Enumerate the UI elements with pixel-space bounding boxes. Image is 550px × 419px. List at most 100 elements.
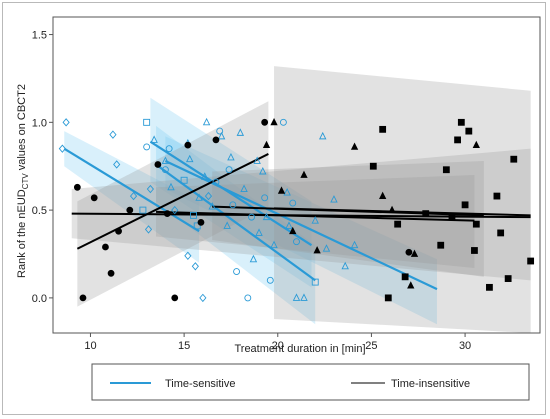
legend-label-time-sensitive: Time-sensitive: [165, 378, 236, 390]
data-point-1-24: [407, 281, 415, 289]
data-point-0-25: [248, 213, 255, 221]
confidence-band-0-3: [165, 136, 437, 325]
data-point-0-7: [191, 262, 199, 271]
data-point-0-14: [193, 222, 201, 230]
data-point-1-31: [401, 273, 409, 281]
data-point-0-57: [322, 244, 331, 252]
data-point-0-43: [227, 152, 235, 161]
data-point-1-21: [350, 142, 359, 150]
data-point-0-6: [184, 251, 192, 260]
data-point-1-30: [394, 220, 402, 228]
data-point-0-33: [150, 135, 158, 143]
fit-line-1-0: [76, 153, 269, 250]
data-point-0-49: [262, 212, 271, 221]
data-point-0-31: [216, 127, 224, 135]
data-point-1-12: [212, 136, 220, 144]
data-point-1-22: [379, 191, 387, 199]
data-point-1-8: [171, 294, 179, 302]
data-point-1-45: [504, 275, 512, 282]
data-point-1-10: [184, 141, 192, 149]
x-axis-title: Treatment duration in [min]: [234, 343, 365, 355]
data-point-1-4: [107, 269, 115, 277]
data-point-0-29: [289, 199, 297, 207]
x-tick-label-0: 10: [84, 340, 96, 352]
data-point-0-4: [129, 191, 138, 201]
data-point-0-26: [266, 276, 274, 284]
data-point-0-0: [62, 118, 70, 127]
data-point-0-19: [165, 145, 173, 153]
data-point-1-0: [73, 183, 81, 191]
data-point-1-41: [472, 220, 480, 228]
data-point-1-28: [384, 294, 392, 302]
data-point-0-17: [139, 206, 147, 214]
y-axis-title-subscript: CTV: [21, 173, 30, 190]
data-point-0-56: [318, 131, 327, 140]
data-point-1-14: [405, 248, 413, 256]
data-point-1-38: [461, 201, 469, 209]
data-point-0-1: [58, 144, 66, 153]
data-point-0-12: [143, 118, 151, 126]
data-point-1-25: [410, 249, 419, 257]
data-point-0-5: [144, 225, 153, 234]
data-point-1-5: [115, 227, 122, 235]
data-point-0-52: [285, 221, 293, 229]
data-point-0-53: [292, 293, 301, 301]
data-point-1-37: [457, 118, 465, 126]
data-point-0-38: [195, 193, 203, 201]
data-point-1-27: [379, 125, 387, 133]
data-point-0-61: [202, 117, 211, 126]
data-point-0-3: [113, 160, 121, 169]
data-point-0-10: [146, 184, 154, 194]
data-point-0-15: [180, 176, 188, 184]
data-point-0-41: [217, 131, 226, 140]
y-tick-label-1: 0.5: [32, 205, 47, 217]
data-point-1-11: [197, 218, 205, 226]
legend-label-time-insensitive: Time-insensitive: [391, 378, 470, 390]
y-tick-label-0: 0.0: [32, 293, 47, 305]
data-point-0-34: [161, 156, 170, 164]
y-axis-ticks: 0.0 0.5 1.0 1.5: [32, 30, 53, 305]
data-point-1-33: [437, 241, 445, 249]
legend: Time-sensitive Time-insensitive: [91, 363, 530, 401]
data-point-0-20: [161, 166, 169, 174]
data-point-1-23: [388, 205, 396, 214]
data-point-0-48: [259, 166, 267, 175]
data-point-0-35: [167, 182, 175, 191]
y-axis-title-main: Rank of the nEUD: [16, 189, 28, 278]
y-axis-title-rest: values on CBCT2: [16, 84, 28, 173]
fit-line-0-2: [155, 163, 316, 282]
data-point-0-32: [293, 238, 300, 246]
data-point-0-40: [208, 202, 216, 210]
data-point-1-36: [454, 136, 461, 144]
data-point-1-40: [471, 247, 478, 254]
data-point-0-2: [109, 130, 117, 139]
data-point-1-29: [369, 162, 377, 170]
data-point-0-62: [253, 156, 261, 164]
data-point-0-47: [255, 228, 263, 236]
data-point-1-46: [510, 155, 518, 163]
data-point-1-6: [126, 206, 134, 214]
data-point-0-37: [186, 154, 194, 163]
data-point-0-45: [240, 184, 248, 192]
data-point-0-24: [233, 268, 241, 276]
figure-frame: [2, 2, 546, 415]
data-point-1-43: [493, 192, 501, 200]
confidence-bands: [64, 66, 531, 334]
data-point-1-47: [527, 257, 535, 265]
data-point-1-2: [90, 194, 98, 202]
data-point-0-18: [143, 143, 151, 151]
plot-frame: [52, 16, 541, 334]
y-axis-title: Rank of the nEUDCTV values on CBCT2: [16, 84, 30, 278]
data-point-1-18: [289, 226, 297, 235]
data-point-0-8: [199, 293, 207, 303]
data-point-0-9: [204, 191, 213, 201]
data-point-0-28: [279, 118, 287, 126]
fit-line-0-1: [149, 140, 313, 247]
data-point-0-21: [212, 178, 220, 186]
data-point-0-60: [350, 240, 359, 249]
data-point-1-20: [313, 246, 321, 254]
data-point-0-44: [236, 128, 245, 136]
data-point-1-35: [448, 213, 456, 221]
x-tick-label-2: 20: [272, 340, 284, 352]
data-point-0-54: [300, 293, 308, 301]
